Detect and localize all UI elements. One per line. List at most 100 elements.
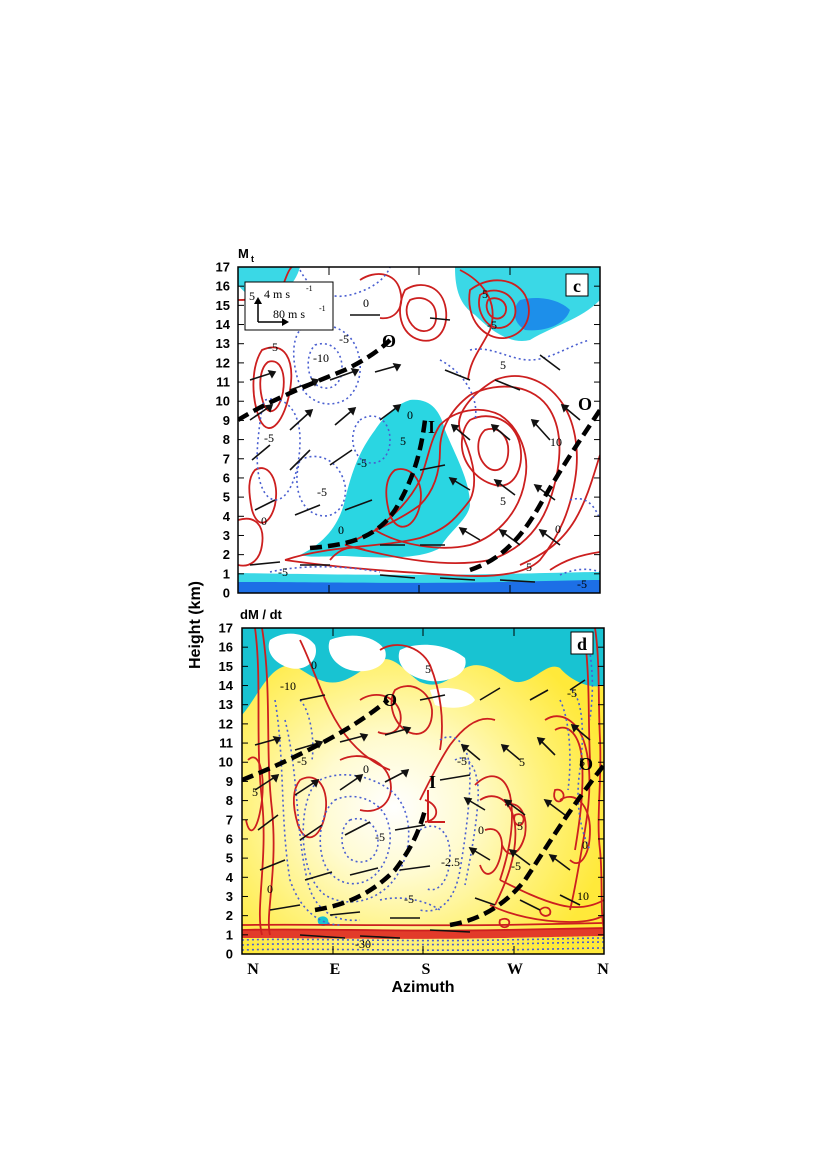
y-tick-label: 6	[226, 831, 233, 846]
contour-label: 5	[400, 434, 406, 448]
contour-label: -5	[487, 318, 497, 332]
y-tick-label: 2	[223, 547, 230, 562]
contour-label: -5	[264, 431, 274, 445]
contour-label: 0	[407, 408, 413, 422]
y-tick-label: 12	[216, 355, 230, 370]
contour-label: 0	[582, 838, 588, 852]
y-tick-label: 11	[219, 736, 233, 751]
contour-label: -30	[355, 937, 371, 951]
contour-label: 5	[500, 358, 506, 372]
contour-label: -5	[375, 830, 385, 844]
path-label-o-right: O	[579, 754, 593, 774]
x-tick-label: S	[422, 961, 431, 978]
y-tick-label: 5	[226, 851, 233, 866]
contour-label: -2.5	[441, 855, 460, 869]
panel-d-white-region-top	[268, 633, 475, 708]
contour-label: -10	[313, 351, 329, 365]
path-label-o-right: O	[578, 394, 592, 414]
contour-label: -5	[278, 565, 288, 579]
y-tick-label: 7	[223, 451, 230, 466]
vector-legend-vertical: 4 m s	[264, 287, 290, 301]
contour-label: 0	[555, 522, 561, 536]
panel-d-path-labels: O I O	[383, 690, 593, 792]
panel-d-bottom-red-band	[242, 928, 604, 939]
contour-label: 0	[261, 514, 267, 528]
contour-label: 5	[500, 494, 506, 508]
panel-c-dashed-paths	[238, 338, 600, 573]
panel-c-positive-contours	[238, 267, 600, 577]
contour-label: 5	[526, 560, 532, 574]
contour-label: 0	[267, 882, 273, 896]
panel-c-label: c	[573, 276, 581, 296]
y-tick-label: 17	[216, 260, 230, 275]
y-tick-label: 16	[219, 640, 233, 655]
panel-d-plot-area	[242, 628, 604, 954]
contour-label: -5	[268, 340, 278, 354]
y-tick-label: 10	[219, 755, 233, 770]
y-tick-label: 1	[223, 566, 230, 581]
y-tick-label: 2	[226, 908, 233, 923]
contour-label: 5	[517, 819, 523, 833]
y-tick-label: 0	[226, 947, 233, 962]
contour-label: 0	[338, 523, 344, 537]
panel-d-x-ticks	[332, 628, 515, 954]
y-tick-label: 8	[226, 793, 233, 808]
panel-d-negative-contours	[242, 639, 604, 952]
path-label-o-left: O	[383, 690, 397, 710]
x-tick-label: N	[247, 961, 259, 978]
y-tick-label: 14	[216, 317, 231, 332]
y-tick-label: 4	[223, 509, 231, 524]
panel-c-title: M	[238, 246, 249, 261]
contour-label: 0	[478, 823, 484, 837]
y-tick-label: 3	[223, 528, 230, 543]
y-axis-label: Height (km)	[187, 581, 204, 669]
contour-label: 5	[519, 755, 525, 769]
vector-legend-vertical-exp: -1	[306, 284, 313, 293]
x-axis-label: Azimuth	[391, 979, 454, 996]
y-tick-label: 3	[226, 889, 233, 904]
contour-label: -5	[317, 485, 327, 499]
y-tick-label: 9	[223, 413, 230, 428]
y-tick-label: 0	[223, 586, 230, 601]
y-tick-label: 5	[223, 490, 230, 505]
panel-c-wind-vectors	[249, 314, 581, 583]
panel-c-contour-labels: 5 0 -5 -10 -5 -5 0 -5 0 5 -5 5 10 5 0 5 …	[261, 287, 587, 591]
y-tick-label: 13	[219, 697, 233, 712]
y-tick-label: 11	[216, 375, 230, 390]
panel-c-title-subscript: t	[251, 254, 254, 264]
y-tick-label: 4	[226, 870, 234, 885]
contour-label: 0	[363, 762, 369, 776]
path-label-i: I	[429, 772, 436, 792]
y-tick-label: 16	[216, 279, 230, 294]
y-tick-label: 12	[219, 716, 233, 731]
panel-d: dM / dt	[219, 607, 610, 996]
y-tick-label: 7	[226, 812, 233, 827]
contour-label: 0	[363, 296, 369, 310]
panel-c-x-ticks	[328, 267, 511, 593]
contour-label: -10	[280, 679, 296, 693]
y-tick-label: 13	[216, 336, 230, 351]
panel-d-positive-contours	[242, 628, 604, 936]
vector-legend-horizontal-exp: -1	[319, 304, 326, 313]
panel-c-vector-legend: 5 4 m s -1 80 m s -1	[244, 281, 334, 331]
panel-d-label: d	[577, 634, 587, 654]
x-tick-label: E	[330, 961, 341, 978]
contour-label: -5	[457, 754, 467, 768]
contour-label: -5	[404, 892, 414, 906]
contour-label: -5	[339, 332, 349, 346]
panel-d-x-tick-labels: N E S W N	[247, 961, 609, 978]
vector-legend-side-label: 5	[249, 289, 255, 303]
y-tick-label: 9	[226, 774, 233, 789]
y-tick-label: 10	[216, 394, 230, 409]
contour-label: 5	[482, 287, 488, 301]
path-label-i: I	[428, 417, 435, 437]
x-tick-label: W	[507, 961, 523, 978]
panel-d-dashed-paths	[242, 698, 604, 928]
x-tick-label: N	[597, 961, 609, 978]
contour-label: -5	[511, 859, 521, 873]
y-tick-label: 8	[223, 432, 230, 447]
panel-d-title: dM / dt	[240, 607, 283, 622]
